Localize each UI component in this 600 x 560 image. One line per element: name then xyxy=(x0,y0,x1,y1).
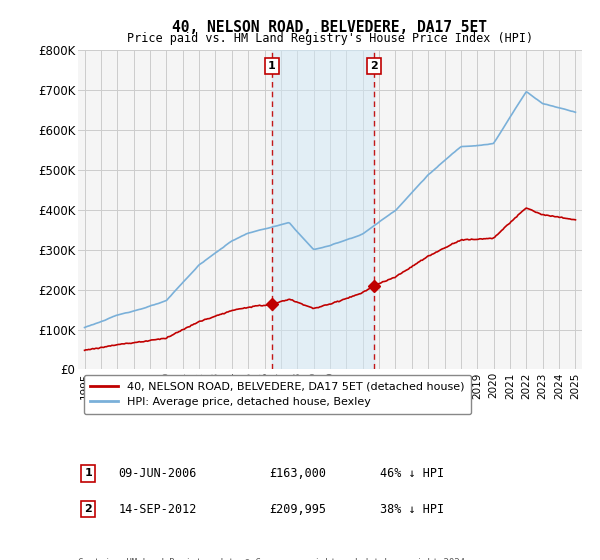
Text: 2: 2 xyxy=(84,505,92,514)
Text: 09-JUN-2006: 09-JUN-2006 xyxy=(118,467,197,480)
Text: 38% ↓ HPI: 38% ↓ HPI xyxy=(380,503,445,516)
Text: 1: 1 xyxy=(84,469,92,478)
Text: 1: 1 xyxy=(268,62,275,71)
Text: 46% ↓ HPI: 46% ↓ HPI xyxy=(380,467,445,480)
Bar xyxy=(272,50,374,370)
Text: £209,995: £209,995 xyxy=(269,503,326,516)
Text: £163,000: £163,000 xyxy=(269,467,326,480)
Text: Price paid vs. HM Land Registry's House Price Index (HPI): Price paid vs. HM Land Registry's House … xyxy=(127,32,533,45)
Legend: 40, NELSON ROAD, BELVEDERE, DA17 5ET (detached house), HPI: Average price, detac: 40, NELSON ROAD, BELVEDERE, DA17 5ET (de… xyxy=(83,375,471,414)
Text: Contains HM Land Registry data © Crown copyright and database right 2024.
This d: Contains HM Land Registry data © Crown c… xyxy=(78,558,470,560)
Text: 2: 2 xyxy=(370,62,378,71)
Text: 14-SEP-2012: 14-SEP-2012 xyxy=(118,503,197,516)
Text: 40, NELSON ROAD, BELVEDERE, DA17 5ET: 40, NELSON ROAD, BELVEDERE, DA17 5ET xyxy=(173,20,487,35)
